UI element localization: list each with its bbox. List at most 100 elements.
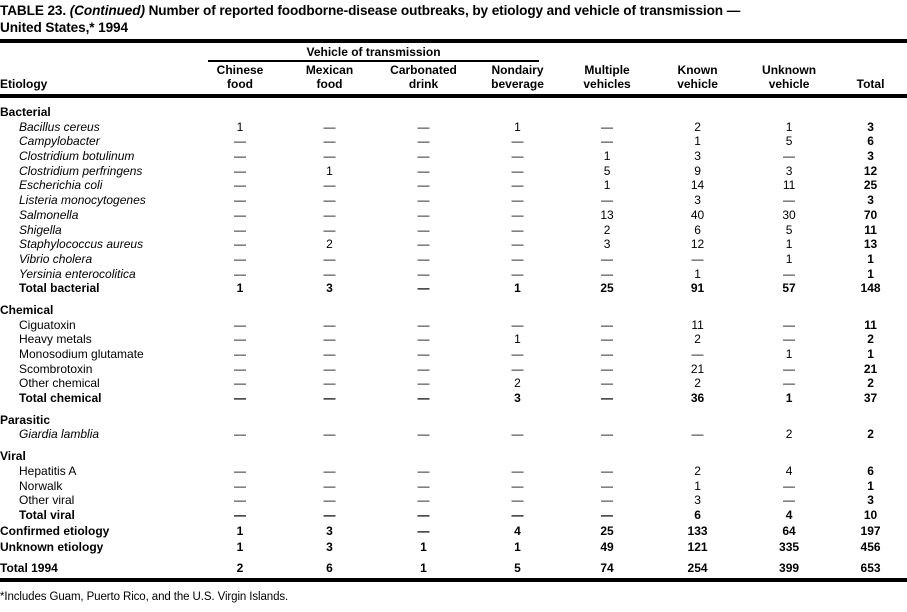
cell-value: 11 bbox=[864, 222, 877, 237]
cell-value: 2 bbox=[694, 119, 701, 134]
cell-value: — bbox=[783, 266, 796, 281]
section-header-label: Parasitic bbox=[0, 412, 51, 427]
cell-value: 3 bbox=[867, 493, 874, 508]
cell-value: 6 bbox=[867, 134, 874, 149]
cell-value: 5 bbox=[785, 134, 793, 149]
cell-value: — bbox=[601, 361, 614, 376]
cell-value: 2 bbox=[867, 332, 874, 347]
cell-value: — bbox=[234, 163, 246, 178]
cell-value: 2 bbox=[694, 463, 701, 478]
cell-value: 1 bbox=[785, 347, 793, 361]
row-label: Scombrotoxin bbox=[19, 361, 93, 376]
cell-value: — bbox=[783, 376, 796, 391]
cell-value: — bbox=[323, 251, 336, 266]
cell-value: — bbox=[323, 361, 336, 376]
cell-value: — bbox=[417, 493, 430, 508]
cell-value: 3 bbox=[867, 193, 874, 208]
cell-value: 1 bbox=[603, 149, 611, 164]
table-row: Other viral — — — — — 3 — 3 bbox=[0, 493, 907, 508]
row-label: Heavy metals bbox=[19, 332, 92, 347]
cell-value: — bbox=[234, 507, 246, 522]
cell-value: — bbox=[601, 463, 614, 478]
column-header-mexican-food: Mexican food bbox=[284, 62, 375, 98]
cell-value: 30 bbox=[782, 207, 796, 222]
cell-value: — bbox=[323, 493, 336, 508]
cell-value: 197 bbox=[860, 524, 881, 539]
table-row: Escherichia coli — — — — 1 14 11 25 bbox=[0, 178, 907, 193]
data-table: Vehicle of transmission Etiology Chinese… bbox=[0, 43, 907, 583]
cell-value: — bbox=[511, 427, 524, 442]
row-label: Campylobacter bbox=[19, 134, 100, 149]
cell-value: — bbox=[323, 463, 336, 478]
cell-value: — bbox=[323, 222, 336, 237]
cell-value: — bbox=[417, 134, 430, 149]
cell-value: 5 bbox=[603, 163, 611, 178]
table-row: Giardia lamblia — — — — — — 2 2 bbox=[0, 427, 907, 442]
cell-value: 3 bbox=[867, 119, 874, 134]
cell-value: 6 bbox=[694, 222, 701, 237]
column-header-chinese-food: Chinese food bbox=[196, 62, 284, 98]
cell-value: — bbox=[234, 317, 246, 332]
cell-value: — bbox=[601, 427, 614, 442]
cell-value: — bbox=[511, 193, 524, 208]
cell-value: 2 bbox=[694, 332, 701, 347]
row-label: Confirmed etiology bbox=[0, 524, 110, 539]
cell-value: — bbox=[323, 193, 336, 208]
table-row: Heavy metals — — — 1 — 2 — 2 bbox=[0, 332, 907, 347]
cell-value: — bbox=[417, 361, 430, 376]
cell-value: 70 bbox=[863, 207, 878, 222]
section-row: Viral bbox=[0, 442, 907, 464]
cell-value: 2 bbox=[326, 237, 333, 252]
table-row: Hepatitis A — — — — — 2 4 6 bbox=[0, 464, 907, 479]
cell-value: — bbox=[601, 507, 614, 522]
cell-value: 14 bbox=[690, 178, 705, 193]
table-row: Total 1994 2 6 1 5 74 254 399 653 bbox=[0, 554, 907, 583]
cell-value: 1 bbox=[785, 237, 793, 252]
cell-value: 399 bbox=[744, 554, 835, 583]
cell-value: — bbox=[417, 251, 430, 266]
cell-value: 2 bbox=[514, 376, 521, 391]
cell-value: 2 bbox=[867, 376, 874, 391]
cell-value: — bbox=[601, 478, 614, 493]
cell-value: 10 bbox=[863, 507, 878, 522]
cell-value: — bbox=[417, 237, 430, 252]
cell-value: — bbox=[417, 391, 430, 406]
section-row: Parasitic bbox=[0, 406, 907, 428]
cell-value: — bbox=[234, 493, 246, 508]
spanner-cell: Vehicle of transmission bbox=[196, 43, 563, 62]
cell-value: — bbox=[323, 478, 336, 493]
cell-value: — bbox=[234, 193, 246, 208]
cell-value: — bbox=[234, 237, 246, 252]
cell-value: — bbox=[783, 193, 796, 208]
cell-value: — bbox=[323, 317, 336, 332]
cell-value: 456 bbox=[860, 540, 881, 555]
cell-value: 1 bbox=[236, 119, 244, 134]
cell-value: 3 bbox=[694, 193, 701, 208]
cell-value: 1 bbox=[694, 266, 701, 281]
cell-value: — bbox=[234, 134, 246, 149]
cell-value: — bbox=[511, 361, 524, 376]
cell-value: — bbox=[511, 507, 524, 522]
column-header-multiple-vehicles: Multiple vehicles bbox=[563, 62, 652, 98]
cell-value: — bbox=[323, 427, 336, 442]
column-header-known-vehicle: Known vehicle bbox=[651, 62, 745, 98]
cell-value: 1 bbox=[514, 332, 521, 347]
cell-value: 1 bbox=[514, 119, 521, 134]
table-row: Listeria monocytogenes — — — — — 3 — 3 bbox=[0, 193, 907, 208]
cell-value: — bbox=[601, 493, 614, 508]
title-rule bbox=[0, 39, 907, 43]
table-title: TABLE 23. (Continued) Number of reported… bbox=[0, 0, 907, 36]
table-body: Bacterial Bacillus cereus 1— —1—2 1 3 Campylob… bbox=[0, 96, 907, 583]
cell-value: — bbox=[601, 119, 614, 134]
table-row: Staphylococcus aureus — 2 — — 3 12 1 13 bbox=[0, 237, 907, 252]
table-row: Salmonella — — — — 13 40 30 70 bbox=[0, 208, 907, 223]
cell-value: 1 bbox=[867, 266, 874, 281]
row-label: Ciguatoxin bbox=[19, 317, 76, 332]
cell-value: 2 bbox=[694, 376, 701, 391]
cell-value: — bbox=[783, 317, 796, 332]
row-label: Salmonella bbox=[19, 207, 79, 222]
row-label: Hepatitis A bbox=[19, 463, 77, 478]
spanner-spacer-right bbox=[563, 43, 907, 62]
row-label: Listeria monocytogenes bbox=[19, 193, 146, 208]
